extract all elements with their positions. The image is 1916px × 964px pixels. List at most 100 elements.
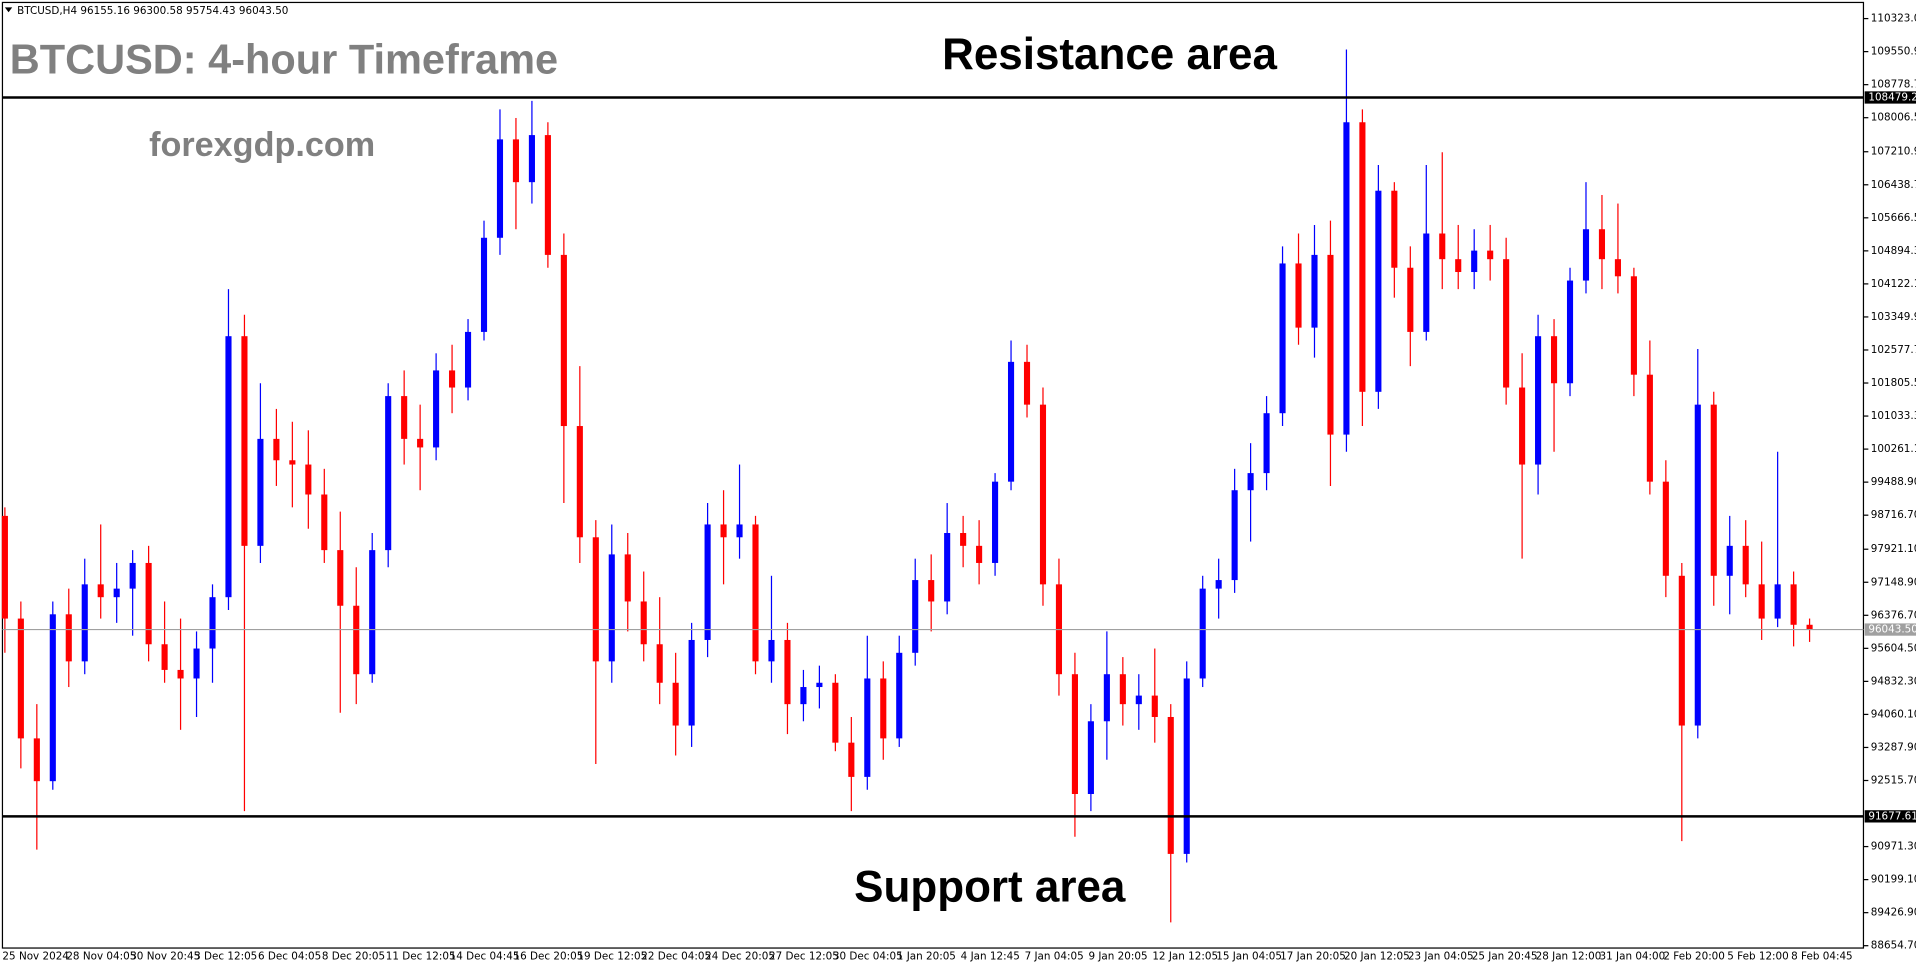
candle-body (512, 139, 520, 183)
candle-body (1359, 122, 1366, 392)
candle-body (832, 682, 839, 743)
candle-body (81, 584, 88, 662)
candle-body (1327, 254, 1334, 435)
candle-body (1039, 404, 1047, 585)
y-tick-label: 108778.70 (1871, 79, 1916, 91)
candle-body (800, 687, 807, 705)
candle-body (848, 742, 855, 777)
chart-subtitle: forexgdp.com (149, 126, 375, 164)
candle-body (1646, 374, 1653, 482)
candle-body (1471, 250, 1478, 273)
y-tick-label: 100261.10 (1871, 443, 1916, 455)
candle-body (528, 135, 535, 183)
y-tick-label: 89426.90 (1871, 907, 1916, 919)
y-tick-label: 99488.90 (1871, 476, 1916, 488)
candle-body (912, 580, 919, 653)
candle-body (1119, 674, 1126, 705)
y-tick-label: 110323.05 (1871, 13, 1916, 25)
x-tick-label: 25 Jan 20:45 (1472, 951, 1538, 963)
candle-body (1, 515, 8, 619)
candle-body (768, 639, 775, 662)
candle-body (321, 494, 328, 551)
x-tick-label: 8 Dec 20:05 (322, 951, 385, 963)
candle-body (1343, 122, 1350, 435)
price-label: 96043.50 (1868, 624, 1916, 636)
x-tick-label: 8 Feb 04:45 (1791, 951, 1853, 963)
candle-body (1774, 584, 1781, 619)
candle-body (928, 580, 935, 602)
candle-body (1247, 473, 1254, 491)
candle-body (129, 562, 136, 589)
x-tick-label: 17 Jan 20:05 (1280, 951, 1346, 963)
candle-body (1614, 259, 1621, 277)
candle-body (273, 438, 280, 461)
candle-body (544, 135, 551, 255)
y-tick-label: 102577.70 (1871, 344, 1916, 356)
candle-body (864, 678, 871, 777)
x-tick-label: 30 Dec 04:05 (833, 951, 903, 963)
candle-body (880, 678, 887, 739)
x-tick-label: 22 Dec 04:05 (641, 951, 711, 963)
y-tick-label: 108006.55 (1871, 112, 1916, 124)
x-tick-label: 12 Jan 12:05 (1152, 951, 1218, 963)
candle-body (1519, 387, 1526, 465)
price-label-box (1864, 810, 1916, 823)
y-tick-label: 101805.50 (1871, 377, 1916, 389)
menu-triangle (4, 7, 13, 13)
candle-body (1295, 263, 1302, 328)
x-tick-label: 9 Jan 20:05 (1088, 951, 1147, 963)
candle-body (1135, 695, 1142, 705)
candle-body (560, 254, 567, 427)
candle-body (17, 618, 24, 739)
candle-body (784, 639, 791, 705)
y-tick-label: 109550.90 (1871, 46, 1916, 58)
candle-body (1582, 229, 1590, 281)
x-tick-label: 14 Dec 04:45 (450, 951, 520, 963)
candle-body (33, 738, 40, 782)
candle-body (720, 524, 727, 538)
plot-frame (1, 1, 1865, 949)
candle-body (113, 588, 120, 598)
candle-body (816, 682, 823, 688)
candle-body (369, 550, 376, 675)
candle-body (1151, 695, 1158, 717)
x-tick-label: 6 Dec 04:05 (258, 951, 321, 963)
x-tick-label: 15 Jan 04:05 (1216, 951, 1282, 963)
y-tick-label: 97148.90 (1871, 576, 1916, 588)
candle-body (49, 614, 56, 782)
x-tick-label: 19 Dec 12:05 (577, 951, 647, 963)
x-tick-label: 16 Dec 20:05 (514, 951, 584, 963)
y-tick-label: 95604.50 (1871, 642, 1916, 654)
candle-body (976, 545, 983, 563)
candle-body (1391, 190, 1398, 268)
candle-body (1167, 716, 1174, 854)
y-tick-label: 98716.70 (1871, 509, 1916, 521)
x-tick-label: 24 Dec 20:05 (705, 951, 775, 963)
x-tick-label: 4 Jan 12:45 (961, 951, 1020, 963)
candle-body (608, 554, 615, 662)
price-label: 91677.61 (1868, 810, 1916, 822)
y-tick-label: 96376.70 (1871, 609, 1916, 621)
price-label: 108479.26 (1868, 91, 1916, 103)
candle-body (145, 562, 152, 645)
candle-body (289, 460, 296, 465)
candle-body (1566, 280, 1574, 384)
candle-body (305, 464, 312, 495)
candle-body (1199, 588, 1206, 679)
candle-body (1087, 721, 1094, 795)
candle-body (944, 533, 951, 602)
candle-body (480, 237, 488, 332)
candle-body (1455, 259, 1462, 273)
candle-body (225, 336, 232, 598)
x-tick-label: 28 Jan 12:00 (1536, 951, 1602, 963)
x-tick-label: 3 Dec 12:05 (194, 951, 257, 963)
x-tick-label: 31 Jan 04:00 (1600, 951, 1666, 963)
candle-body (704, 524, 711, 640)
y-tick-label: 104122.15 (1871, 278, 1916, 290)
x-tick-label: 5 Feb 12:00 (1727, 951, 1789, 963)
candle-body (401, 396, 408, 439)
candle-body (353, 605, 360, 675)
candle-body (672, 682, 679, 726)
y-tick-label: 93287.90 (1871, 741, 1916, 753)
